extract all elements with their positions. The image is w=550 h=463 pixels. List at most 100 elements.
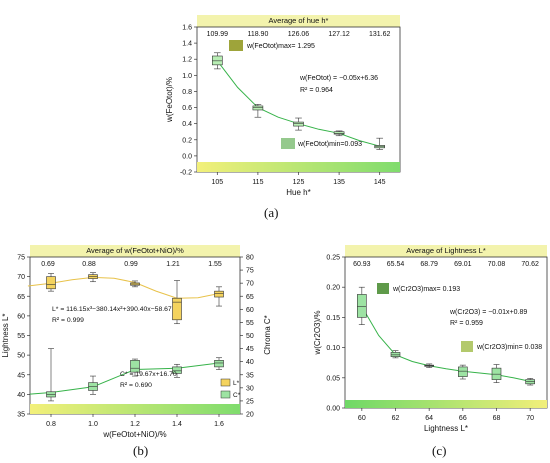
top-value-label: 1.55 — [208, 261, 222, 268]
y-axis-label: w(Cr2O3)/% — [313, 310, 322, 355]
box — [252, 105, 264, 111]
x-tick-label: 0.8 — [46, 421, 56, 428]
y-axis-label: w(FeOtot)/% — [165, 77, 174, 123]
chroma-equation: C* = 19.67x+16.70 — [120, 371, 177, 378]
x-tick-label: 115 — [252, 179, 263, 186]
y-tick-label: 65 — [17, 294, 25, 301]
y-tick-label: 1.4 — [182, 41, 192, 48]
fit-r2: R² = 0.959 — [450, 320, 483, 327]
box — [525, 379, 535, 385]
y2-tick-label: 30 — [246, 385, 254, 392]
x-tick-label: 64 — [425, 415, 433, 422]
color-strip — [30, 404, 240, 414]
header-band — [345, 245, 547, 257]
y-tick-label: 0.00 — [326, 406, 340, 413]
y2-tick-label: 40 — [246, 359, 254, 366]
box — [357, 294, 367, 318]
y-tick-label: 75 — [17, 255, 25, 262]
top-value-label: 118.90 — [247, 31, 268, 38]
header-title: Average of w(FeOtot+NiO)/% — [86, 246, 184, 255]
chroma-r2: R² = 0.690 — [120, 382, 152, 389]
top-value-label: 0.88 — [82, 261, 96, 268]
top-value-label: 0.69 — [41, 261, 55, 268]
min-swatch — [461, 341, 473, 352]
x-tick-label: 1.0 — [88, 421, 98, 428]
box — [390, 352, 401, 357]
fit-curve — [361, 306, 531, 382]
y-tick-label: -0.2 — [180, 170, 192, 177]
y-tick-label: 1.2 — [182, 57, 192, 64]
x-tick-label: 125 — [293, 179, 305, 186]
box — [491, 367, 502, 380]
y-tick-label: 0.8 — [182, 89, 192, 96]
y-tick-label: 0.4 — [182, 121, 192, 128]
box — [214, 290, 224, 298]
caption-c: (c) — [432, 443, 447, 458]
fit-curve — [216, 60, 380, 147]
top-value-label: 1.21 — [166, 261, 180, 268]
header-title: Average of Lightness L* — [406, 246, 486, 255]
x-tick-label: 145 — [374, 179, 386, 186]
fit-curve-lightness — [27, 276, 220, 299]
min-label: w(Cr2O3)min= 0.038 — [476, 344, 542, 351]
y-tick-label: 60 — [17, 313, 25, 320]
max-label: w(Cr2O3)max= 0.193 — [392, 286, 460, 293]
x-axis-label: w(FeOtot+NiO)/% — [102, 430, 166, 439]
box — [172, 297, 182, 321]
legend-swatch-lightness — [220, 378, 231, 387]
y-tick-label: 0.05 — [326, 375, 340, 382]
y2-tick-label: 65 — [246, 294, 254, 301]
top-value-label: 127.12 — [328, 31, 350, 38]
fit-equation: w(FeOtot) = −0.05x+6.36 — [299, 75, 378, 82]
plot-frame — [29, 256, 241, 415]
y2-tick-label: 45 — [246, 346, 254, 353]
max-label: w(FeOtot)max= 1.295 — [246, 43, 315, 50]
color-strip — [345, 400, 547, 408]
legend-label-lightness: L* — [233, 380, 240, 387]
top-value-label: 60.93 — [353, 261, 371, 268]
top-value-label: 69.01 — [454, 261, 472, 268]
y-tick-label: 0.2 — [182, 137, 192, 144]
y2-tick-label: 25 — [246, 398, 254, 405]
header-band — [197, 15, 400, 27]
y2-tick-label: 50 — [246, 333, 254, 340]
y-tick-label: 70 — [17, 274, 25, 281]
y-tick-label: 1.6 — [182, 25, 192, 32]
y2-tick-label: 60 — [246, 307, 254, 314]
caption-a: (a) — [264, 205, 279, 220]
fit-r2: R² = 0.964 — [300, 87, 333, 94]
x-tick-label: 66 — [459, 415, 467, 422]
y2-axis-label: Chroma C* — [263, 315, 272, 355]
y-tick-label: 0.20 — [326, 285, 340, 292]
y-tick-label: 35 — [17, 412, 25, 419]
x-tick-label: 1.2 — [130, 421, 140, 428]
legend-swatch-chroma — [220, 390, 231, 399]
box — [374, 145, 386, 149]
box — [212, 55, 223, 66]
lightness-r2: R² = 0.999 — [52, 317, 84, 324]
box — [293, 121, 304, 127]
color-strip — [197, 162, 400, 172]
legend-label-chroma: C* — [233, 392, 241, 399]
header-title: Average of hue h* — [269, 16, 329, 25]
min-swatch — [281, 138, 295, 149]
y-tick-label: 55 — [17, 333, 25, 340]
y-tick-label: 0.0 — [182, 153, 192, 160]
x-tick-label: 60 — [358, 415, 366, 422]
y2-tick-label: 55 — [246, 320, 254, 327]
x-tick-label: 62 — [392, 415, 400, 422]
top-value-label: 68.79 — [420, 261, 438, 268]
top-value-label: 65.54 — [387, 261, 405, 268]
x-tick-label: 105 — [211, 179, 223, 186]
x-tick-label: 135 — [333, 179, 345, 186]
box — [458, 366, 468, 377]
y-tick-label: 0.6 — [182, 105, 192, 112]
y2-tick-label: 70 — [246, 281, 254, 288]
max-swatch — [377, 283, 389, 294]
y2-tick-label: 75 — [246, 268, 254, 275]
x-axis-label: Hue h* — [286, 188, 310, 197]
y-tick-label: 40 — [17, 392, 25, 399]
top-value-label: 70.08 — [488, 261, 506, 268]
box — [46, 276, 56, 290]
